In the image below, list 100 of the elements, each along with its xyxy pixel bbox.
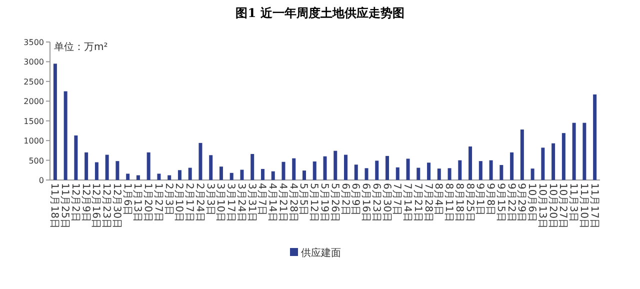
x-tick-label: 8月4日 xyxy=(432,183,444,216)
x-tick-label: 8月25日 xyxy=(464,183,475,222)
x-tick-label: 6月16日 xyxy=(360,183,372,222)
x-tick-label: 11月3日 xyxy=(568,183,579,222)
x-tick-label: 2月24日 xyxy=(194,183,205,222)
bar xyxy=(250,154,254,180)
y-tick-label: 1500 xyxy=(24,116,44,126)
x-tick-label: 9月29日 xyxy=(516,183,527,222)
bar xyxy=(126,174,130,180)
x-tick-label: 12月23日 xyxy=(100,183,112,228)
bar xyxy=(334,150,338,180)
bar xyxy=(271,171,275,180)
x-tick-label: 9月22日 xyxy=(505,183,516,222)
bar xyxy=(582,122,586,180)
bar xyxy=(168,175,172,180)
chart-title: 图1 近一年周度土地供应走势图 xyxy=(236,6,404,20)
x-tick-label: 11月10日 xyxy=(578,183,589,228)
x-tick-label: 1月20日 xyxy=(142,183,154,222)
x-tick-label: 1月27日 xyxy=(152,183,164,222)
x-tick-label: 5月12日 xyxy=(308,183,320,222)
x-tick-label: 12月2日 xyxy=(69,183,80,222)
bar xyxy=(552,143,556,180)
x-tick-label: 2月3日 xyxy=(162,183,174,216)
bar xyxy=(146,152,150,180)
x-tick-label: 3月24日 xyxy=(235,183,246,222)
x-tick-label: 10月20日 xyxy=(546,183,558,228)
y-tick-label: 500 xyxy=(28,156,44,166)
bar xyxy=(302,170,306,180)
x-tick-label: 4月7日 xyxy=(256,183,268,216)
x-tick-label: 4月28日 xyxy=(287,183,298,222)
x-tick-label: 4月14日 xyxy=(266,183,278,222)
bar xyxy=(292,158,296,180)
bar xyxy=(105,154,109,180)
x-tick-label: 5月19日 xyxy=(318,183,330,222)
bar xyxy=(448,168,452,180)
x-tick-label: 7月14日 xyxy=(402,183,413,222)
x-tick-label: 2月17日 xyxy=(184,183,195,222)
x-tick-label: 11月18日 xyxy=(48,183,60,228)
x-tick-label: 9月15日 xyxy=(494,183,506,222)
bar xyxy=(562,133,566,180)
x-tick-label: 12月30日 xyxy=(110,183,122,228)
bar xyxy=(593,94,597,180)
y-tick-label: 3000 xyxy=(24,58,44,67)
x-tick-label: 11月25日 xyxy=(59,183,70,228)
bar xyxy=(312,161,316,180)
x-tick-label: 8月11日 xyxy=(443,183,454,222)
bar xyxy=(344,154,348,180)
bar xyxy=(375,160,379,180)
x-tick-label: 9月8日 xyxy=(484,183,496,216)
x-tick-label: 12月16日 xyxy=(90,183,102,228)
y-tick-label: 2500 xyxy=(24,77,44,86)
bar xyxy=(240,170,244,180)
bar xyxy=(64,91,68,180)
bar xyxy=(541,148,545,180)
bar xyxy=(396,167,400,180)
x-tick-label: 10月13日 xyxy=(536,183,548,228)
x-tick-label: 2月10日 xyxy=(173,183,184,222)
bar xyxy=(260,168,264,180)
x-tick-label: 9月1日 xyxy=(474,183,486,216)
x-tick-label: 3月17日 xyxy=(225,183,236,222)
x-tick-label: 6月2日 xyxy=(339,183,350,216)
x-tick-label: 5月26日 xyxy=(328,183,340,222)
bar xyxy=(500,165,504,180)
x-tick-label: 1月13日 xyxy=(132,183,143,222)
bar xyxy=(520,130,524,180)
bar xyxy=(188,168,192,180)
bar xyxy=(364,168,368,180)
bar xyxy=(427,162,431,180)
bar xyxy=(282,162,286,180)
x-tick-label: 6月9日 xyxy=(350,183,361,216)
bar xyxy=(510,152,514,180)
x-tick-label: 12月9日 xyxy=(80,183,91,222)
bar xyxy=(74,135,78,180)
bar xyxy=(468,146,472,180)
bar xyxy=(136,175,140,180)
bar xyxy=(530,168,534,180)
y-tick-label: 2000 xyxy=(24,97,44,106)
y-tick-label: 0 xyxy=(38,176,44,185)
bar xyxy=(157,174,161,180)
x-tick-label: 3月31日 xyxy=(246,183,257,222)
bar xyxy=(84,152,88,180)
x-tick-label: 6月23日 xyxy=(370,183,382,222)
bar xyxy=(198,142,202,180)
x-tick-label: 1月6日 xyxy=(121,183,132,216)
bar xyxy=(354,164,358,180)
x-tick-label: 8月18日 xyxy=(453,183,464,222)
bar xyxy=(406,158,410,180)
bar xyxy=(219,166,223,180)
bar xyxy=(386,156,390,180)
bar xyxy=(53,64,57,180)
x-tick-label: 7月7日 xyxy=(391,183,402,216)
bar xyxy=(478,161,482,180)
legend-label: 供应建面 xyxy=(301,247,341,259)
bar xyxy=(572,122,576,180)
x-tick-label: 7月21日 xyxy=(412,183,423,222)
bar xyxy=(178,170,182,180)
x-tick-label: 7月28日 xyxy=(422,183,434,222)
bar xyxy=(230,172,234,180)
x-tick-label: 3月10日 xyxy=(214,183,226,222)
bar xyxy=(323,156,327,180)
